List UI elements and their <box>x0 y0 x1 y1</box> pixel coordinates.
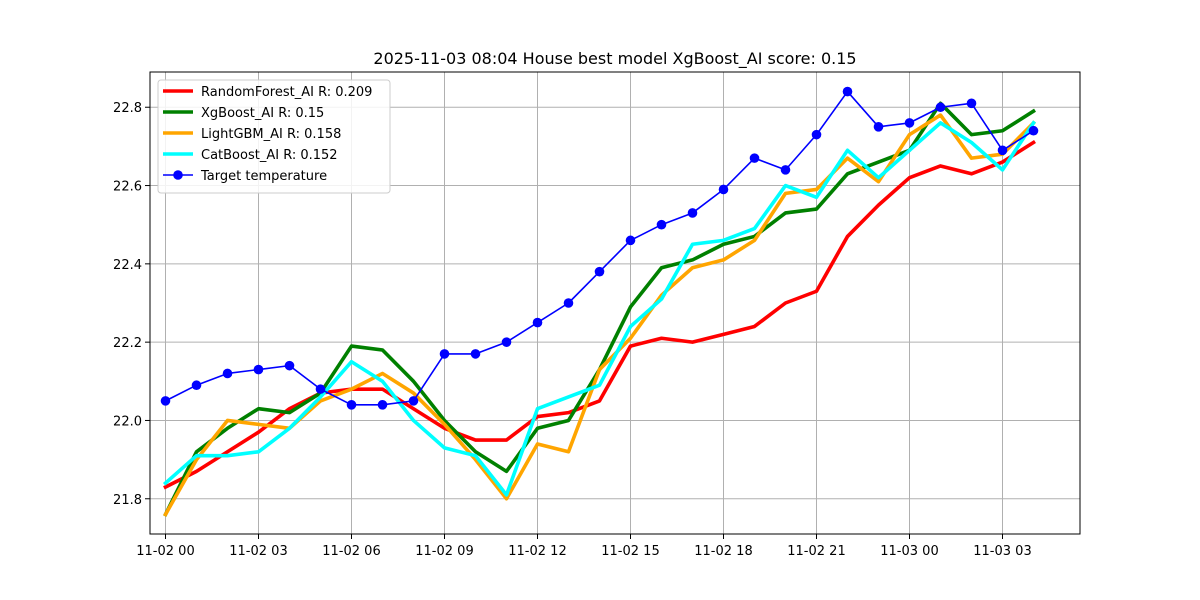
y-tick-label: 22.0 <box>113 414 142 429</box>
series-point-target <box>532 317 543 328</box>
x-tick-label: 11-02 15 <box>601 544 659 559</box>
x-tick-label: 11-02 00 <box>136 544 194 559</box>
legend-label: CatBoost_AI R: 0.152 <box>201 148 338 163</box>
y-tick-label: 21.8 <box>113 493 142 508</box>
x-tick-label: 11-02 09 <box>415 544 473 559</box>
series-point-target <box>377 399 388 410</box>
series-point-target <box>563 298 574 308</box>
series-line-randomforest-ai <box>163 139 1036 490</box>
axis-layer: 11-02 00 11-02 03 11-02 06 11-02 09 11-02 12… <box>113 101 1032 559</box>
series-point-target <box>873 122 884 132</box>
y-tick-label: 22.4 <box>113 258 142 273</box>
series-point-target <box>439 349 450 359</box>
series-point-target <box>470 349 481 359</box>
legend-marker <box>173 170 183 180</box>
x-tick-label: 11-02 12 <box>508 544 566 559</box>
series-point-target <box>222 368 233 379</box>
series-layer <box>160 86 1039 517</box>
series-point-target <box>935 102 946 113</box>
legend: RandomForest_AI R: 0.209 XgBoost_AI R: 0.… <box>157 79 391 194</box>
series-point-target <box>811 129 822 140</box>
x-tick-label: 11-02 18 <box>694 544 752 559</box>
series-point-target <box>966 98 977 109</box>
series-point-target <box>842 86 853 97</box>
legend-label: XgBoost_AI R: 0.15 <box>201 106 324 121</box>
series-point-target <box>594 266 605 277</box>
legend-label: LightGBM_AI R: 0.158 <box>201 127 341 142</box>
chart-title: 2025-11-03 08:04 House best model XgBoos… <box>373 49 856 69</box>
legend-label: Target temperature <box>200 169 327 184</box>
series-point-target <box>1028 125 1039 136</box>
series-point-target <box>191 380 202 391</box>
series-line-lightgbm-ai <box>163 113 1037 517</box>
plot-frame <box>149 71 1081 535</box>
x-tick-label: 11-02 06 <box>322 544 380 559</box>
series-point-target <box>718 184 729 195</box>
y-tick-label: 22.2 <box>113 336 142 351</box>
series-point-target <box>346 399 357 410</box>
series-line-catboost-ai <box>162 120 1036 497</box>
series-point-target <box>656 219 667 230</box>
legend-label: RandomForest_AI R: 0.209 <box>201 85 372 100</box>
series-point-target <box>315 384 326 394</box>
x-tick-label: 11-02 03 <box>229 544 287 559</box>
series-point-target <box>625 235 636 246</box>
series-point-target <box>687 208 698 218</box>
series-point-target <box>160 396 171 406</box>
series-point-target <box>253 364 264 375</box>
x-tick-label: 11-02 21 <box>787 544 845 559</box>
series-point-target <box>408 396 419 406</box>
legend-box <box>157 79 391 194</box>
y-tick-label: 22.6 <box>113 180 142 195</box>
series-point-target <box>904 118 915 128</box>
series-point-target <box>997 145 1008 156</box>
x-tick-label: 11-03 00 <box>880 544 938 559</box>
series-point-target <box>501 337 512 347</box>
x-tick-label: 11-03 03 <box>973 544 1031 559</box>
series-point-target <box>780 165 791 175</box>
series-point-target <box>749 153 760 163</box>
series-point-target <box>284 360 295 371</box>
y-tick-label: 22.8 <box>113 101 142 116</box>
